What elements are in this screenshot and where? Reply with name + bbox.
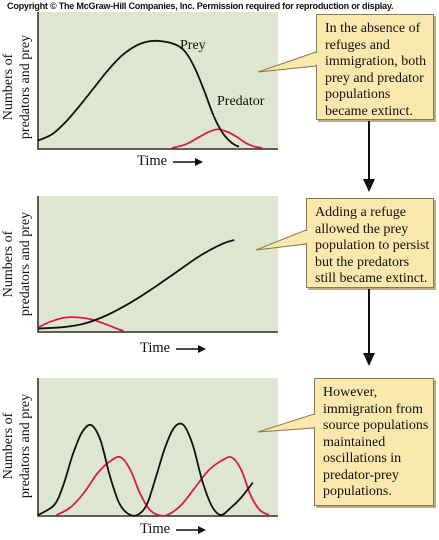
y-axis-label-line-1: Numbers of	[1, 53, 16, 121]
callout-line: still became extinct.	[315, 271, 428, 286]
x-axis-label-1: Time	[137, 153, 204, 170]
axes	[37, 378, 278, 517]
callout-line: maintained	[323, 434, 386, 450]
prey-curve	[37, 422, 254, 517]
x-axis-label-2: Time	[140, 340, 207, 357]
down-arrow-icon	[363, 179, 375, 192]
callout-line: oscillations in	[323, 451, 402, 466]
callout-line: refuges and	[325, 37, 390, 53]
predator-curve	[56, 455, 270, 517]
plot-panel-1	[37, 12, 278, 150]
callout-line: population to persist	[315, 238, 430, 253]
callout-line: populations	[325, 87, 391, 102]
callout-line: immigration, both	[325, 54, 427, 69]
callout-line: In the absence of	[325, 21, 421, 36]
callout-line: but the predators	[315, 254, 410, 270]
callout-line: immigration from	[323, 401, 423, 417]
prey-curve	[37, 239, 235, 330]
right-arrow-icon	[173, 157, 204, 166]
predator-curve	[37, 316, 124, 332]
callout-3: However, immigration from source populat…	[314, 378, 434, 506]
prey-label: Prey	[180, 38, 206, 53]
callout-line: became extinct.	[325, 103, 413, 119]
callout-line: prey and predator	[325, 70, 424, 86]
y-axis-label-line-1: Numbers of	[1, 412, 16, 480]
time-label: Time	[140, 340, 171, 356]
predator-label: Predator	[217, 94, 265, 109]
callout-line: source populations	[323, 418, 429, 433]
callout-line: allowed the prey	[315, 221, 409, 237]
predator-curve	[171, 128, 263, 149]
callout-line: Adding a refuge	[315, 205, 406, 220]
y-axis-label-line-2: predators and prey	[18, 393, 33, 499]
y-axis-label-line-2: predators and prey	[18, 211, 33, 317]
axes	[37, 12, 278, 150]
x-axis-label-3: Time	[140, 521, 207, 538]
down-arrow-icon	[363, 353, 375, 366]
callout-1: In the absence of refuges and immigratio…	[316, 14, 434, 120]
right-arrow-icon	[176, 525, 207, 534]
callout-line: However,	[323, 385, 378, 400]
callout-line: populations.	[323, 484, 392, 499]
y-axis-label-3: Numbers of predators and prey	[0, 371, 36, 521]
plot-curves-3	[37, 378, 278, 517]
y-axis-label-line-1: Numbers of	[1, 230, 16, 298]
plot-curves-2	[37, 196, 278, 333]
plot-panel-2	[37, 196, 278, 333]
time-label: Time	[137, 153, 168, 169]
axes	[37, 196, 278, 333]
right-arrow-icon	[176, 344, 207, 353]
y-axis-label-1: Numbers of predators and prey	[0, 12, 36, 162]
prey-curve	[37, 39, 240, 148]
callout-line: predator-prey	[323, 467, 399, 483]
plot-panel-3	[37, 378, 278, 517]
copyright-notice: Copyright © The McGraw-Hill Companies, I…	[7, 1, 394, 11]
time-label: Time	[140, 521, 171, 537]
y-axis-label-line-2: predators and prey	[18, 34, 33, 140]
callout-2: Adding a refuge allowed the prey populat…	[306, 198, 434, 288]
y-axis-label-2: Numbers of predators and prey	[0, 189, 36, 339]
plot-curves-1	[37, 12, 278, 150]
